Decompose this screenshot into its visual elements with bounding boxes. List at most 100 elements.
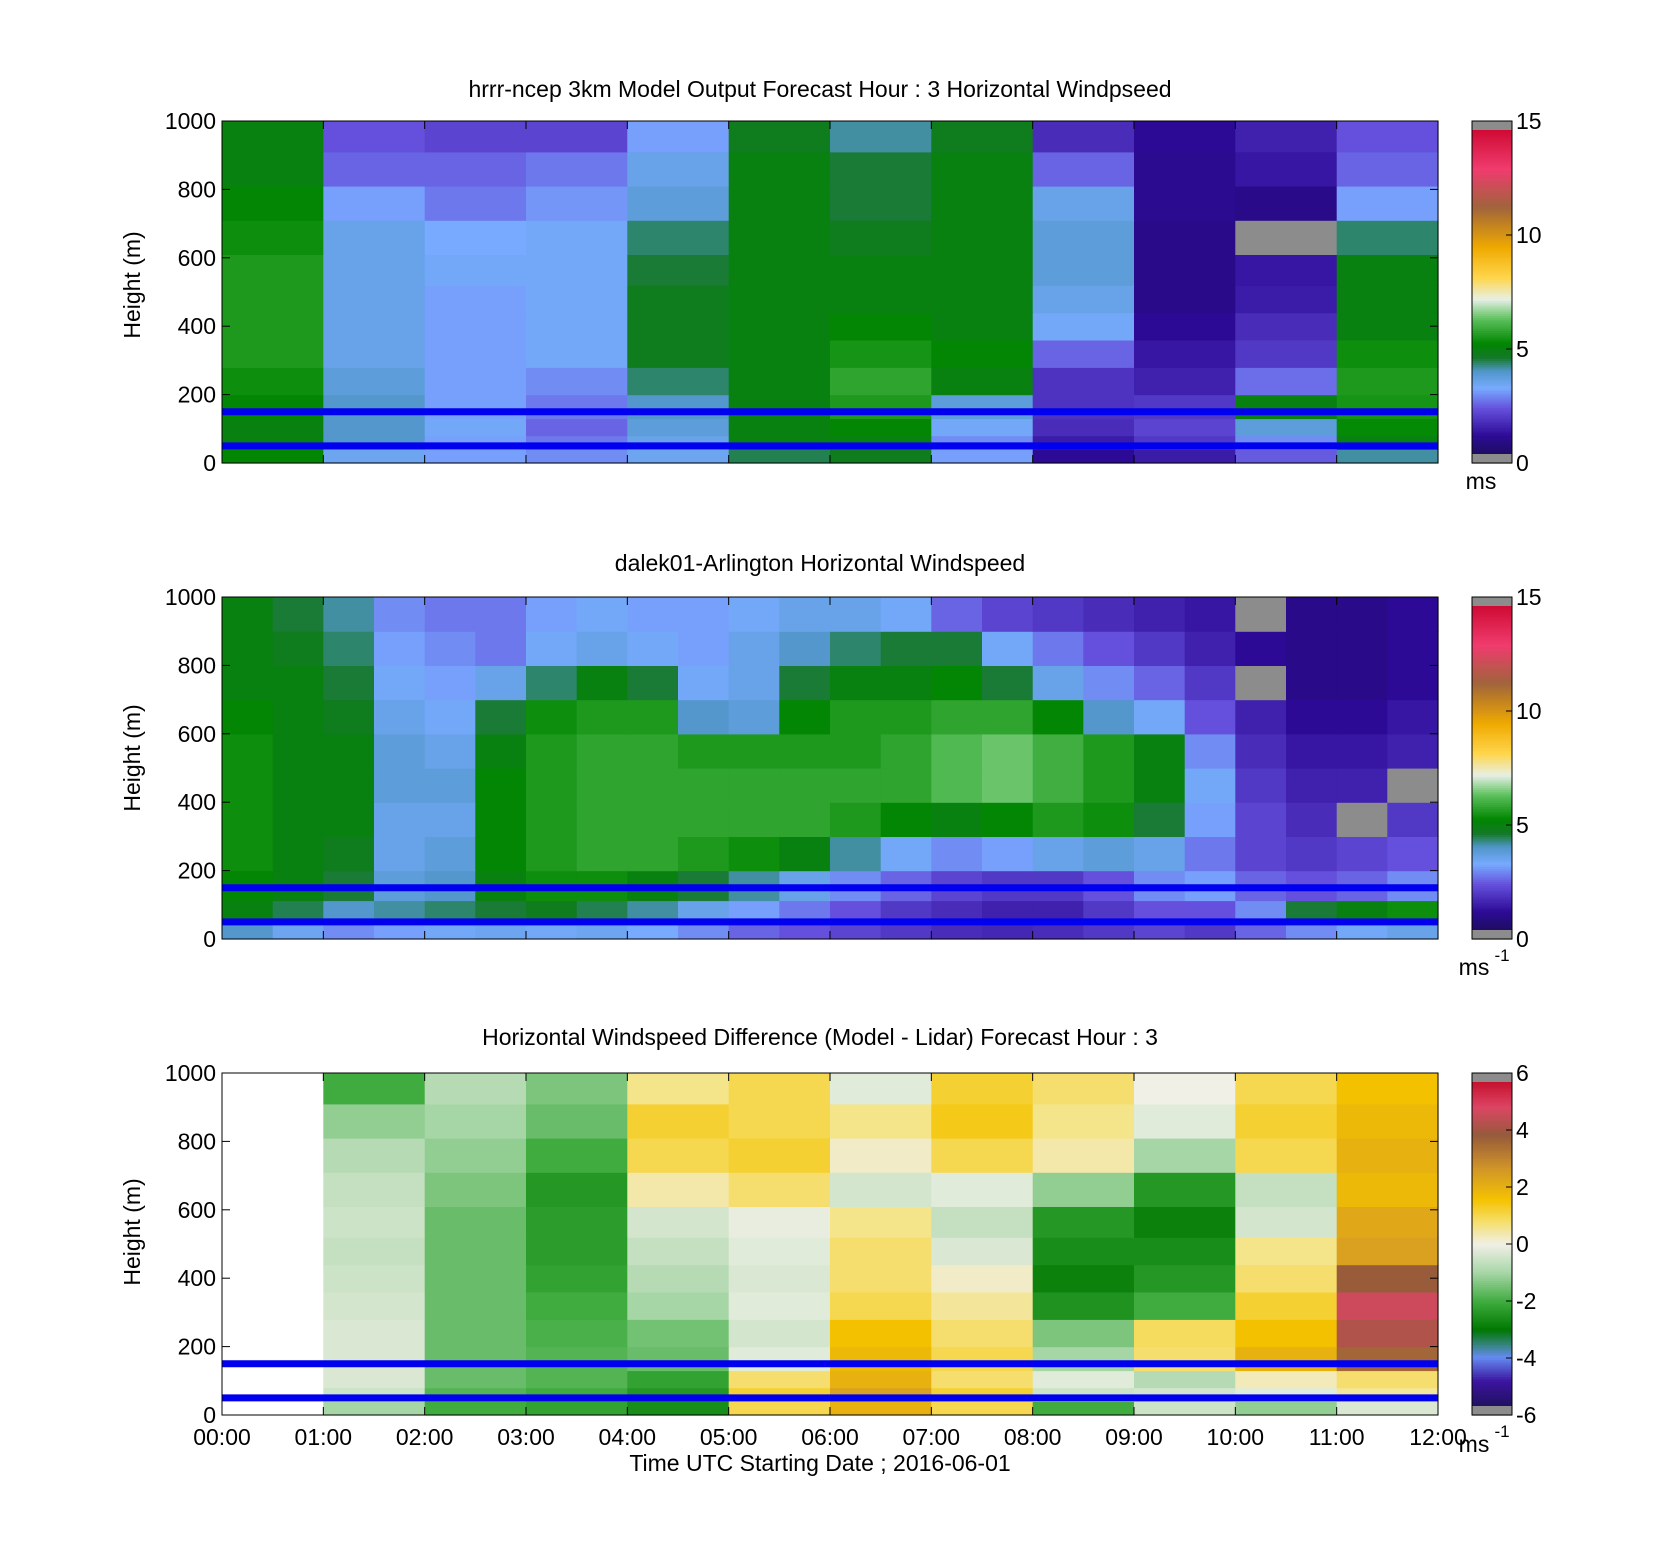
heatmap-cell [1336, 339, 1439, 368]
lidar-windspeed-panel: dalek01-Arlington Horizontal Windspeed H… [119, 550, 1542, 980]
colorbar-segment [1472, 403, 1512, 406]
heatmap-cell [1286, 836, 1338, 872]
heatmap-cell [830, 733, 882, 769]
heatmap-cell [1134, 1291, 1236, 1320]
heatmap-cell [779, 802, 831, 837]
heatmap-cell [1032, 802, 1084, 837]
colorbar-segment [1472, 1126, 1512, 1130]
colorbar-tick-label: 4 [1516, 1117, 1529, 1143]
colorbar-segment [1472, 1092, 1512, 1095]
heatmap-cell [1134, 631, 1186, 666]
heatmap-cell [1387, 836, 1439, 872]
heatmap-cell [830, 1237, 932, 1266]
x-tick-label: 08:00 [1004, 1424, 1062, 1450]
panel-2-colorbar-unit-exponent: -1 [1494, 946, 1509, 965]
heatmap-cell [678, 802, 730, 837]
heatmap-cell [830, 1401, 932, 1416]
colorbar-segment [1472, 791, 1512, 795]
colorbar-segment [1472, 289, 1512, 293]
heatmap-cell [424, 665, 476, 701]
heatmap-cell [475, 900, 527, 923]
colorbar-segment [1472, 755, 1512, 758]
heatmap-cell [931, 394, 1034, 420]
heatmap-cell [526, 418, 628, 437]
heatmap-cell [830, 1370, 932, 1389]
heatmap-cell [931, 254, 1034, 286]
heatmap-cell [1336, 1264, 1439, 1293]
colorbar-segment [1472, 1173, 1512, 1177]
heatmap-cell [627, 394, 730, 420]
heatmap-cell [1032, 254, 1135, 286]
colorbar-segment [1472, 817, 1512, 820]
colorbar-segment [1472, 1175, 1512, 1179]
heatmap-cell [222, 339, 324, 368]
heatmap-cell [982, 631, 1034, 666]
heatmap-cell [728, 121, 831, 153]
colorbar-segment [1472, 1209, 1512, 1213]
colorbar-tick-label: 5 [1516, 336, 1529, 362]
colorbar-segment [1472, 847, 1512, 850]
colorbar-segment [1472, 1205, 1512, 1209]
colorbar-segment [1472, 691, 1512, 694]
colorbar-segment [1472, 633, 1512, 637]
colorbar-segment [1472, 665, 1512, 669]
colorbar-segment [1472, 272, 1512, 276]
heatmap-cell [1032, 418, 1135, 437]
colorbar-segment [1472, 1199, 1512, 1202]
colorbar-segment [1472, 1218, 1512, 1222]
heatmap-cell [1134, 1237, 1236, 1266]
colorbar-segment [1472, 883, 1512, 887]
heatmap-cell [627, 631, 679, 666]
heatmap-cell [1336, 768, 1388, 803]
colorbar-segment [1472, 1278, 1512, 1281]
y-tick-label: 200 [178, 382, 216, 408]
heatmap-cell [526, 1103, 628, 1139]
colorbar-segment [1472, 1246, 1512, 1249]
colorbar-segment [1472, 896, 1512, 899]
colorbar-segment [1472, 1216, 1512, 1219]
y-tick-label: 800 [178, 1128, 216, 1154]
heatmap-cell [526, 1073, 628, 1105]
heatmap-cell [1184, 802, 1236, 837]
heatmap-cell [526, 1172, 628, 1207]
heatmap-cell [222, 151, 324, 187]
colorbar-segment [1472, 366, 1512, 370]
colorbar-segment [1472, 644, 1512, 647]
heatmap-cell [526, 802, 578, 837]
heatmap-cell [374, 768, 426, 803]
heatmap-cell [1032, 220, 1135, 255]
heatmap-cell [1032, 1401, 1135, 1416]
colorbar-segment [1472, 684, 1512, 688]
heatmap-cell [1134, 921, 1186, 940]
colorbar-segment [1472, 778, 1512, 782]
colorbar-segment [1472, 298, 1512, 302]
heatmap-cell [1032, 1073, 1135, 1105]
colorbar-segment [1472, 639, 1512, 643]
heatmap-cell [323, 220, 426, 255]
heatmap-cell [1184, 597, 1236, 632]
heatmap-cell [526, 1237, 628, 1266]
heatmap-cell [323, 733, 375, 769]
heatmap-cell [424, 1103, 527, 1139]
heatmap-cell [1235, 1370, 1338, 1389]
heatmap-cell [779, 699, 831, 735]
colorbar-segment [1472, 716, 1512, 720]
heatmap-cell [424, 836, 476, 872]
colorbar-segment [1472, 648, 1512, 652]
heatmap-cell [1134, 121, 1236, 153]
heatmap-cell [1336, 836, 1388, 872]
colorbar-tick-label: 0 [1516, 1231, 1529, 1257]
colorbar-segment [1472, 768, 1512, 771]
heatmap-cell [526, 1319, 628, 1348]
x-tick-label: 06:00 [801, 1424, 859, 1450]
heatmap-cell [1235, 186, 1338, 221]
colorbar-segment [1472, 379, 1512, 383]
colorbar-segment [1472, 1320, 1512, 1324]
heatmap-cell [1134, 665, 1186, 701]
heatmap-cell [1336, 1206, 1439, 1238]
heatmap-cell [1134, 1103, 1236, 1139]
heatmap-cell [982, 665, 1034, 701]
heatmap-cell [1336, 733, 1388, 769]
colorbar-segment [1472, 1237, 1512, 1241]
heatmap-cell [1336, 449, 1439, 464]
